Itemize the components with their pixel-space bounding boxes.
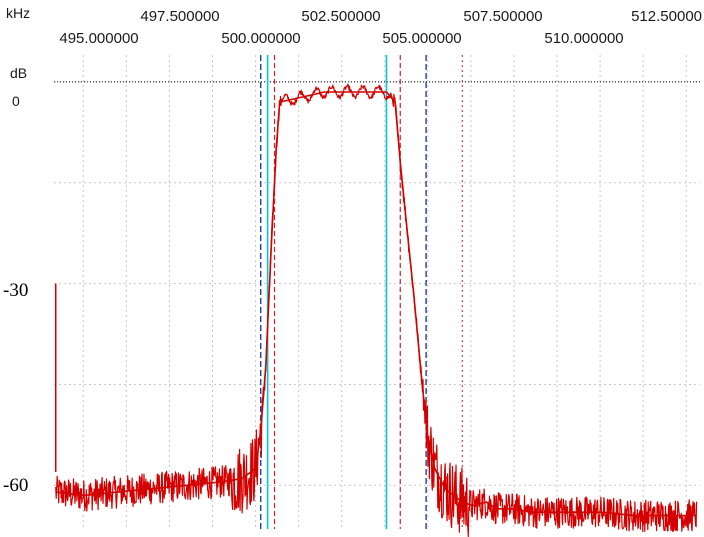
x-tick-upper-4: 512.50000	[631, 8, 702, 25]
spectrum-trace-noise	[55, 83, 698, 537]
x-tick-upper-1: 497.500000	[140, 8, 219, 25]
plot-area	[54, 55, 700, 529]
x-unit-label: kHz	[6, 5, 30, 21]
x-tick-lower-1: 495.000000	[59, 30, 138, 47]
y-tick-labels: 0 -30 -60	[3, 93, 28, 496]
x-tick-upper-2: 502.500000	[301, 8, 380, 25]
y-tick-minus-30: -30	[3, 280, 28, 301]
y-tick-0: 0	[12, 93, 20, 109]
x-tick-lower-4: 510.000000	[544, 30, 623, 47]
x-tick-upper-3: 507.500000	[463, 8, 542, 25]
y-unit-label: dB	[10, 65, 27, 81]
trace-layer	[54, 83, 698, 537]
x-tick-lower-2: 500.000000	[221, 30, 300, 47]
marker-lines	[260, 55, 463, 529]
x-tick-lower-3: 505.000000	[382, 30, 461, 47]
y-tick-minus-60: -60	[3, 475, 28, 496]
spectrum-trace	[55, 91, 697, 517]
x-tick-labels: 497.500000 502.500000 507.500000 512.500…	[59, 8, 702, 47]
